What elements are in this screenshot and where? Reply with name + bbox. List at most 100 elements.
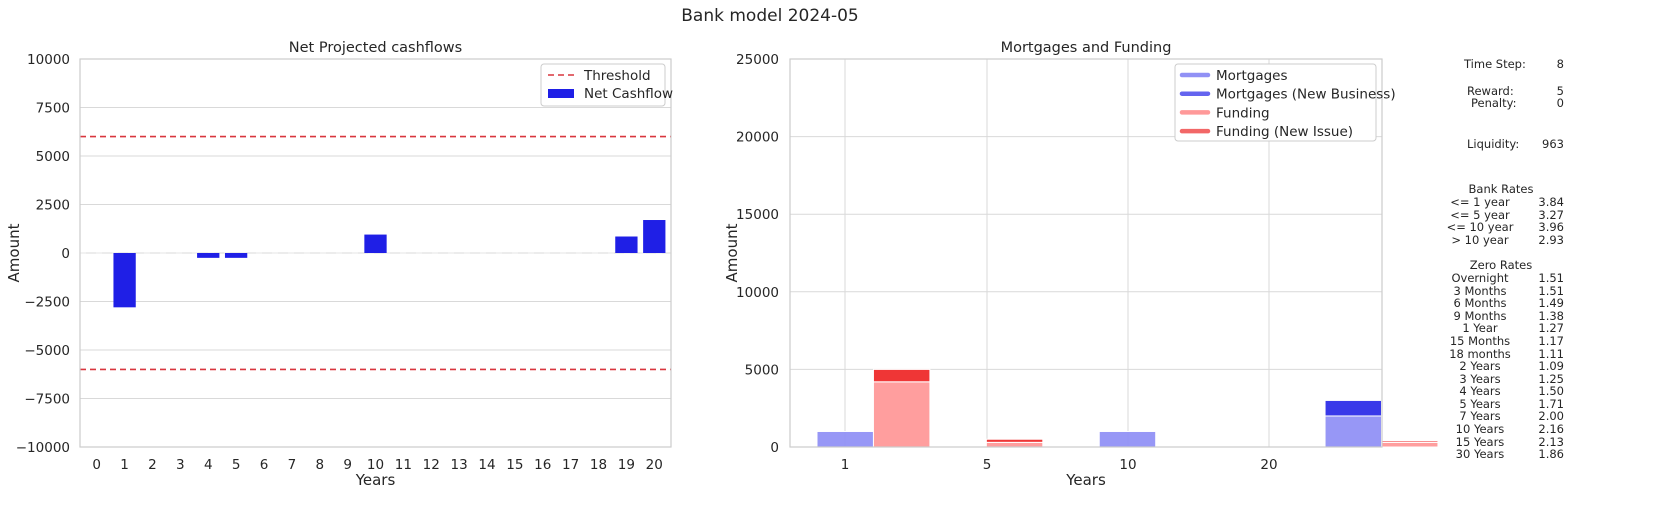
legend-label: Mortgages (New Business) [1216,87,1396,103]
y-tick-label: 2500 [36,198,70,214]
rate-value: 2.16 [1538,422,1564,437]
legend: Mortgages Mortgages (New Business) Funding… [1174,63,1396,142]
rate-label: 5 Years [1459,396,1501,411]
chart-figure: 100007500500025000−2500−5000−7500−100000… [5,40,1439,489]
penalty-value: 0 [1556,96,1564,111]
chart-title: Mortgages and Funding [1001,40,1172,56]
x-tick-label: 10 [367,457,384,473]
rate-value: 1.25 [1538,371,1564,386]
legend-label: Funding [1216,105,1270,121]
cashflow-bar [224,253,248,258]
rate-label: 7 Years [1459,409,1501,424]
y-axis-label: Amount [723,223,741,282]
rate-label: 2 Years [1459,359,1501,374]
y-tick-label: 20000 [736,130,779,146]
x-tick-label: 5 [232,457,241,473]
rate-row: 9 Months 1.38 [1446,310,1564,323]
x-tick-label: 15 [506,457,523,473]
rate-value: 1.38 [1538,308,1564,323]
rate-value: 1.49 [1538,296,1564,311]
y-tick-label: 5000 [745,362,779,378]
x-axis-label: Years [355,471,396,489]
rate-value: 1.09 [1538,359,1564,374]
rate-row: 15 Months 1.17 [1446,335,1564,348]
x-tick-label: 17 [562,457,579,473]
rate-row: 3 Months 1.51 [1446,283,1564,298]
y-tick-label: −7500 [24,392,70,408]
x-tick-label: 2 [148,457,157,473]
time-step-label: Time Step: [1464,57,1526,71]
y-tick-label: 15000 [736,207,779,223]
legend-label: Mortgages [1216,68,1288,84]
y-tick-label: −2500 [24,295,70,311]
cashflow-bar [643,220,666,253]
rate-label: 15 Years [1455,434,1505,449]
series-bar [1381,440,1439,443]
x-tick-label: 11 [395,457,412,473]
y-tick-label: 5000 [36,149,70,165]
rate-label: 1 Year [1462,321,1498,336]
rate-row: Overnight 1.51 [1446,272,1564,285]
rate-label: <= 10 year [1446,220,1514,235]
rate-label: 3 Months [1453,283,1507,298]
legend-cashflow-label: Net Cashflow [584,86,673,102]
x-tick-label: 5 [983,457,992,473]
rate-row: 7 Years 2.00 [1446,410,1564,423]
reward-row: Reward: 5 [1446,83,1564,98]
rate-value: 1.71 [1538,396,1564,411]
cashflow-bar [615,236,638,253]
series-bar [985,438,1044,443]
rate-row: 6 Months 1.49 [1446,297,1564,310]
x-tick-label: 1 [841,457,850,473]
rate-label: Overnight [1451,270,1509,285]
rate-value: 2.13 [1538,434,1564,449]
rate-row: 2 Years 1.09 [1446,360,1564,373]
y-tick-label: 10000 [27,52,70,68]
series-bar [1098,430,1157,448]
rate-label: 30 Years [1455,447,1505,462]
rate-label: 10 Years [1455,422,1505,437]
y-tick-label: 0 [770,440,779,456]
bank-rates-list: <= 1 year 3.84 <= 5 year 3.27 <= 10 year 3.96… [1446,196,1564,246]
rate-value: 1.51 [1538,270,1564,285]
rate-row: 5 Years 1.71 [1446,398,1564,411]
rate-label: > 10 year [1451,232,1509,247]
rate-row: <= 1 year 3.84 [1446,196,1564,209]
plot-frame [79,58,672,448]
rate-label: 18 months [1449,346,1511,361]
x-tick-label: 10 [1119,457,1136,473]
time-step-value: 8 [1556,57,1564,71]
x-tick-label: 14 [478,457,495,473]
rate-row: 15 Years 2.13 [1446,436,1564,449]
x-tick-label: 18 [590,457,607,473]
legend-threshold-label: Threshold [583,68,651,84]
rate-label: 9 Months [1453,308,1507,323]
figure-title: Bank model 2024-05 [681,6,859,26]
y-tick-label: 0 [61,246,70,262]
rate-row: 1 Year 1.27 [1446,322,1564,335]
series-bar [1381,441,1439,448]
legend-box [1174,63,1377,142]
rate-value: 3.96 [1538,220,1564,235]
y-tick-label: 25000 [736,52,779,68]
series-bar [816,430,874,448]
y-tick-label: −5000 [24,343,70,359]
rate-row: 18 months 1.11 [1446,346,1564,361]
cashflow-bar [364,234,387,253]
mortgages-funding-chart: 0 5000 10000 15000 20000 25000 1 5 10 20 Mortgages… [723,40,1439,489]
penalty-label: Penalty: [1471,96,1517,111]
reward-value: 5 [1556,83,1564,98]
x-tick-label: 9 [343,457,352,473]
x-tick-label: 3 [176,457,185,473]
rate-value: 1.50 [1538,384,1564,399]
series-bar [1324,399,1383,417]
plot-frame [789,58,1383,448]
x-tick-label: 4 [204,457,213,473]
rate-label: 6 Months [1453,296,1507,311]
rate-value: 3.27 [1538,207,1564,222]
rate-value: 1.17 [1538,333,1564,348]
penalty-row: Penalty: 0 [1446,97,1564,110]
cashflow-bar [113,253,136,308]
rate-label: 4 Years [1459,384,1501,399]
bank-rates-title: Bank Rates [1468,182,1534,197]
